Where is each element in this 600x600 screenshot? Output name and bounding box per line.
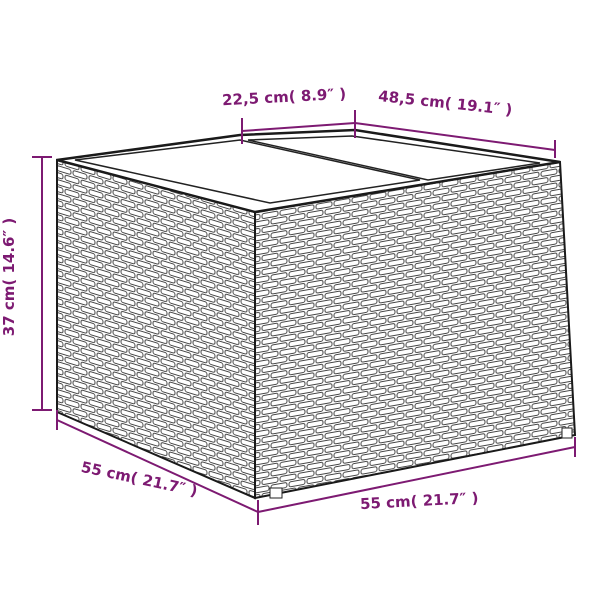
dimension-lines [32, 110, 576, 525]
left-face [56, 158, 256, 500]
foot [561, 427, 573, 439]
glass-panel-left [74, 139, 421, 204]
right-face [254, 160, 577, 500]
foot [269, 487, 283, 499]
glass-panel-right [247, 135, 541, 181]
height-label: 37 cm( 14.6″ ) [0, 217, 19, 337]
